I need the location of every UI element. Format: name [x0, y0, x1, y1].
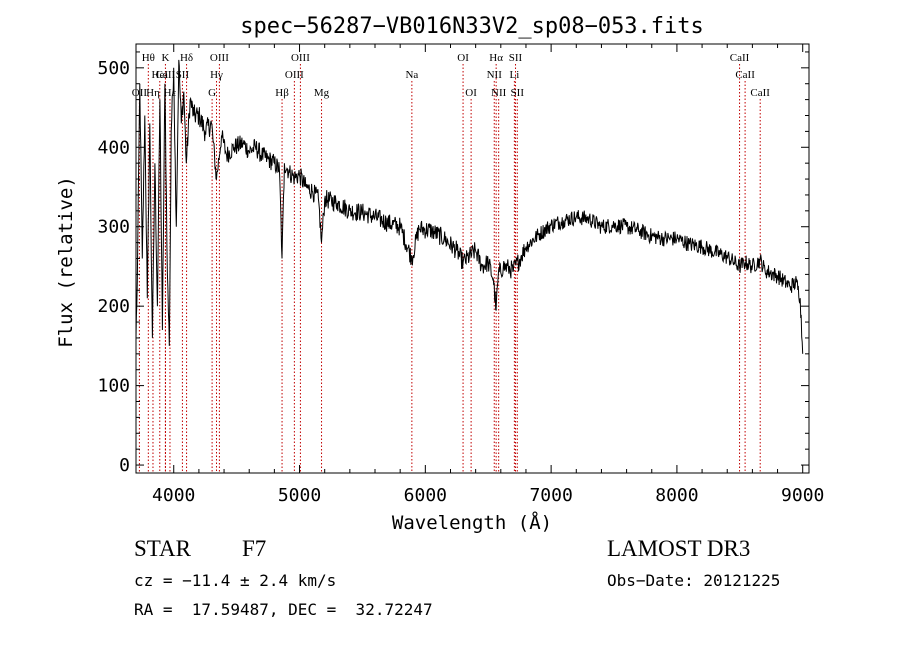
y-tick-label-4: 400 — [97, 137, 130, 158]
line-label-2: Hδ — [180, 52, 193, 64]
line-label-27: CaII — [750, 87, 770, 99]
x-tick-label-2: 6000 — [404, 485, 447, 506]
line-label-23: Mg — [314, 87, 330, 99]
y-tick-label-2: 200 — [97, 296, 130, 317]
line-label-20: Hε — [164, 87, 177, 99]
survey-label: LAMOST DR3 — [607, 536, 751, 561]
line-label-19: Hη — [146, 87, 160, 99]
x-tick-label-1: 5000 — [278, 485, 321, 506]
y-axis-label: Flux (relative) — [55, 176, 77, 348]
x-axis-label: Wavelength (Å) — [392, 511, 552, 534]
line-label-6: Hα — [489, 52, 503, 64]
y-axis-ticks: 0 100 200 300 400 500 — [97, 51, 809, 476]
line-label-1: K — [161, 52, 169, 64]
x-tick-label-0: 4000 — [152, 485, 195, 506]
line-markers — [138, 64, 761, 473]
line-label-22: Hβ — [275, 87, 289, 99]
x-tick-label-3: 7000 — [529, 485, 572, 506]
line-label-12: Hγ — [210, 69, 223, 81]
subclass-label: F7 — [242, 536, 267, 561]
plot-frame — [135, 43, 810, 474]
obs-date-label: Obs−Date: 20121225 — [607, 571, 781, 590]
line-label-26: SII — [511, 87, 525, 99]
chart-title: spec−56287−VB016N33V2_sp08−053.fits — [240, 14, 704, 39]
line-label-16: Li — [509, 69, 519, 81]
y-tick-label-0: 0 — [119, 455, 130, 476]
line-label-4: OIII — [291, 52, 310, 64]
spectrum-line — [135, 59, 804, 354]
y-tick-label-3: 300 — [97, 217, 130, 238]
x-tick-label-5: 9000 — [781, 485, 824, 506]
line-label-11: SII — [176, 69, 190, 81]
line-label-25: NII — [491, 87, 507, 99]
line-label-0: Hθ — [142, 52, 155, 64]
line-label-14: Na — [405, 69, 418, 81]
x-axis-ticks: 4000 5000 6000 7000 8000 9000 — [152, 44, 824, 506]
y-tick-label-5: 500 — [97, 58, 130, 79]
redshift-label: cz = −11.4 ± 2.4 km/s — [134, 571, 337, 590]
line-label-5: OI — [457, 52, 469, 64]
line-label-10: HeI — [152, 69, 169, 81]
line-label-21: G — [208, 87, 216, 99]
line-label-24: OI — [465, 87, 477, 99]
line-label-15: NII — [487, 69, 503, 81]
x-tick-label-4: 8000 — [655, 485, 698, 506]
class-label: STAR — [134, 536, 191, 561]
line-label-9: CaII — [156, 69, 176, 81]
line-label-3: OIII — [210, 52, 229, 64]
y-tick-label-1: 100 — [97, 376, 130, 397]
coordinates-label: RA = 17.59487, DEC = 32.72247 — [134, 600, 433, 619]
line-label-8: CaII — [730, 52, 750, 64]
line-label-7: SII — [509, 52, 523, 64]
line-label-13: OIII — [285, 69, 304, 81]
line-label-17: CaII — [735, 69, 755, 81]
